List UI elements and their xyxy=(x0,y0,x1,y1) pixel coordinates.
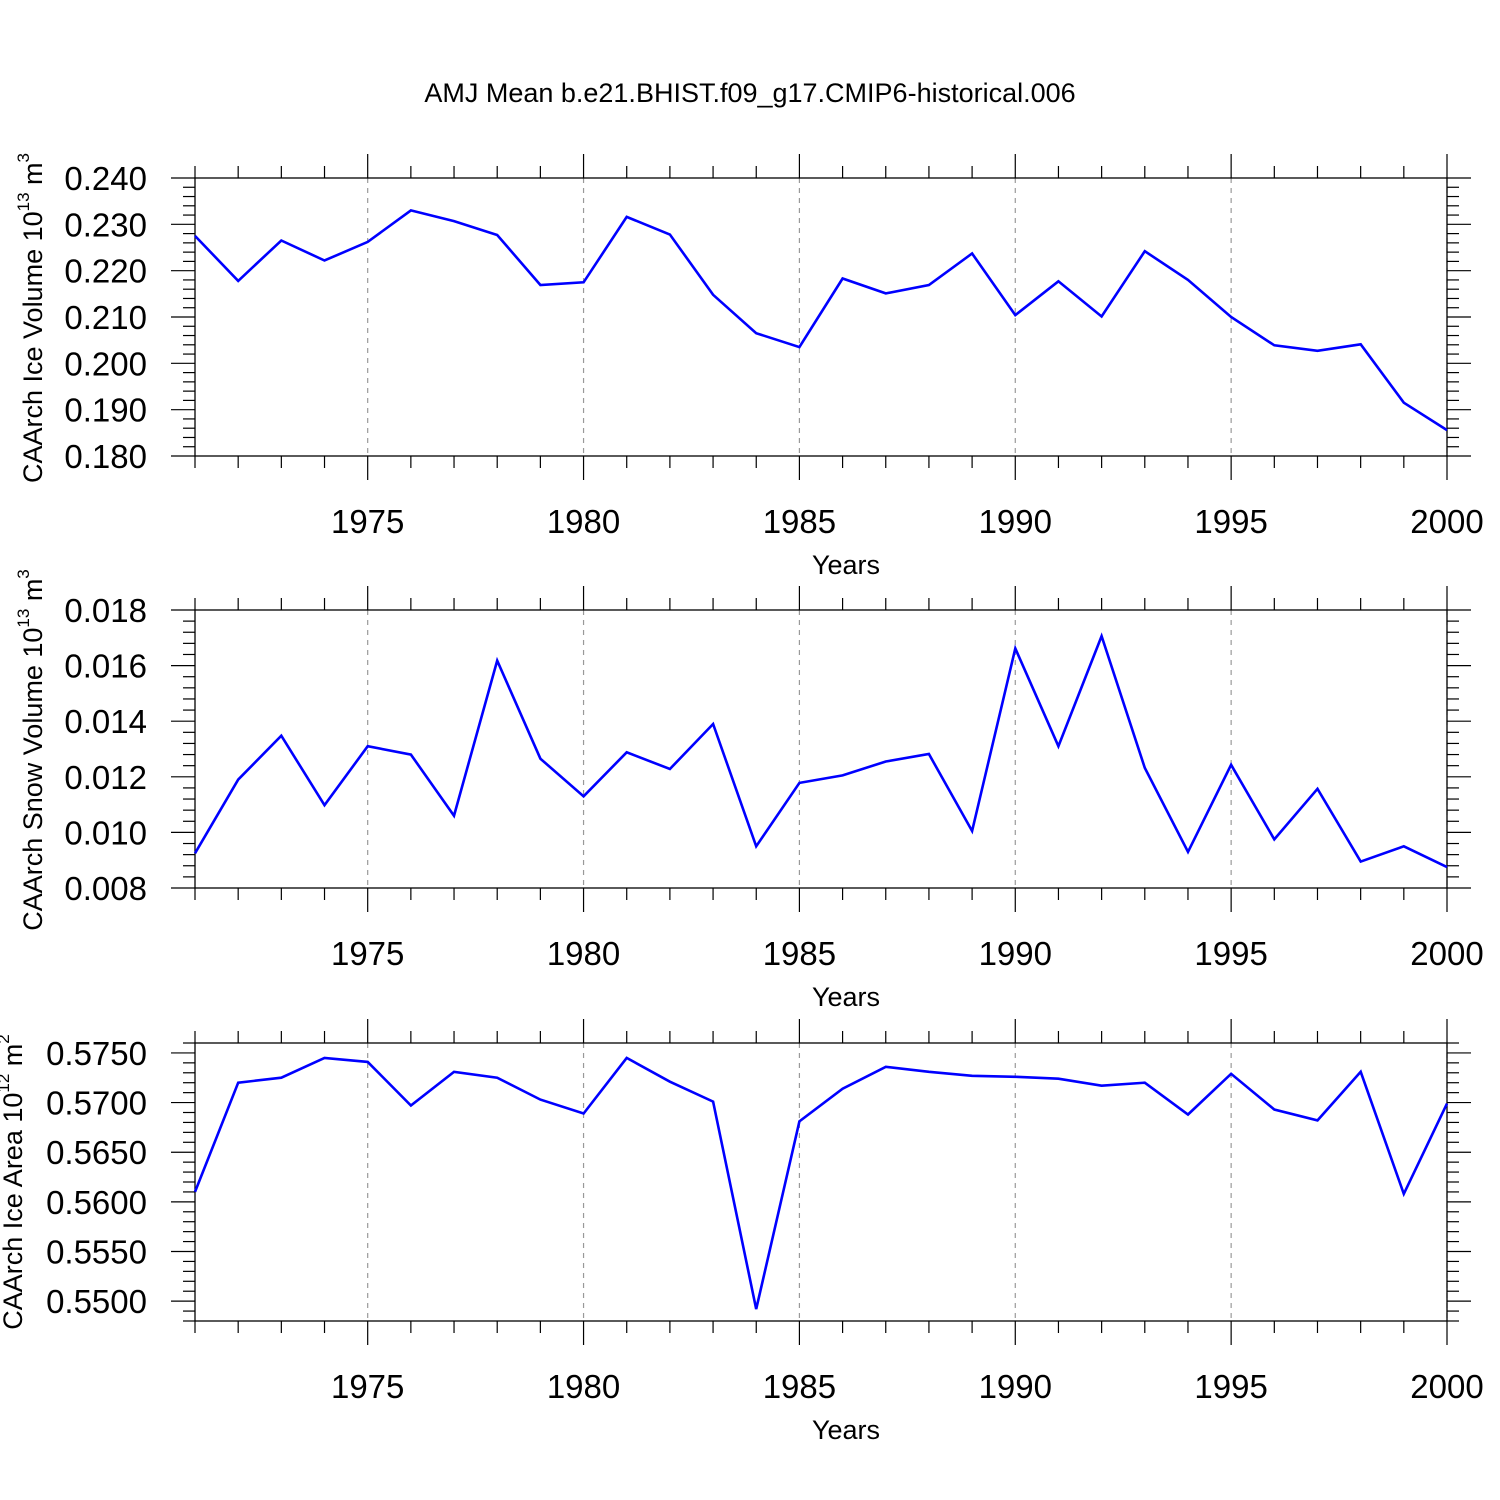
x-tick-label: 1985 xyxy=(763,935,836,972)
plot-frame xyxy=(194,177,1448,457)
x-tick-label: 2000 xyxy=(1410,935,1483,972)
y-tick-label: 0.5750 xyxy=(46,1035,147,1072)
y-axis-label: CAArch Snow Volume 1013 m3 xyxy=(14,569,48,931)
x-tick-label: 1990 xyxy=(979,935,1052,972)
x-tick-label: 1990 xyxy=(979,1368,1052,1405)
y-tick-label: 0.180 xyxy=(64,438,147,475)
y-tick-label: 0.230 xyxy=(64,206,147,243)
x-axis-label: Years xyxy=(812,1415,880,1445)
plot-frame xyxy=(194,609,1448,889)
series-line xyxy=(193,632,1448,869)
y-tick-label: 0.220 xyxy=(64,253,147,290)
y-tick-label: 0.018 xyxy=(64,592,147,629)
series-line xyxy=(193,1056,1449,1310)
ice-volume-chart: 1975 1980 1985 1990 1995 2000 0.180 0.190 0.200 0… xyxy=(14,153,1484,580)
y-tick-label: 0.010 xyxy=(64,814,147,851)
x-tick-label: 1980 xyxy=(547,935,620,972)
y-tick-label: 0.5650 xyxy=(46,1134,147,1171)
y-tick-label: 0.5600 xyxy=(46,1184,147,1221)
x-axis-label: Years xyxy=(812,550,880,580)
x-tick-label: 1980 xyxy=(547,1368,620,1405)
y-tick-label: 0.014 xyxy=(64,703,147,740)
x-tick-label: 1985 xyxy=(763,503,836,540)
x-tick-label: 2000 xyxy=(1410,1368,1483,1405)
y-tick-label: 0.012 xyxy=(64,759,147,796)
x-tick-label: 1975 xyxy=(331,1368,404,1405)
y-tick-label: 0.210 xyxy=(64,299,147,336)
y-tick-label: 0.5700 xyxy=(46,1085,147,1122)
y-tick-label: 0.200 xyxy=(64,345,147,382)
page-title: AMJ Mean b.e21.BHIST.f09_g17.CMIP6-histo… xyxy=(424,78,1076,108)
y-tick-label: 0.5550 xyxy=(46,1234,147,1271)
y-tick-label: 0.008 xyxy=(64,870,147,907)
plot-frame xyxy=(194,1042,1448,1322)
x-tick-label: 1975 xyxy=(331,503,404,540)
y-axis-label: CAArch Ice Volume 1013 m3 xyxy=(14,153,48,483)
x-tick-label: 1975 xyxy=(331,935,404,972)
y-axis-label: CAArch Ice Area 1012 m2 xyxy=(0,1034,28,1330)
y-tick-label: 0.240 xyxy=(64,160,147,197)
y-tick-label: 0.190 xyxy=(64,392,147,429)
x-tick-label: 1980 xyxy=(547,503,620,540)
x-tick-label: 1995 xyxy=(1194,935,1267,972)
x-tick-label: 1990 xyxy=(979,503,1052,540)
x-axis-label: Years xyxy=(812,982,880,1012)
x-tick-label: 1995 xyxy=(1194,503,1267,540)
x-tick-label: 1985 xyxy=(763,1368,836,1405)
y-tick-label: 0.5500 xyxy=(46,1283,147,1320)
y-tick-label: 0.016 xyxy=(64,648,147,685)
ice-area-chart: 1975 1980 1985 1990 1995 2000 0.5500 0.5550 0.56… xyxy=(0,1019,1484,1445)
snow-volume-chart: 1975 1980 1985 1990 1995 2000 0.008 0.010 0.012 0… xyxy=(14,569,1484,1012)
x-tick-label: 1995 xyxy=(1194,1368,1267,1405)
series-line xyxy=(194,208,1448,432)
x-tick-label: 2000 xyxy=(1410,503,1483,540)
